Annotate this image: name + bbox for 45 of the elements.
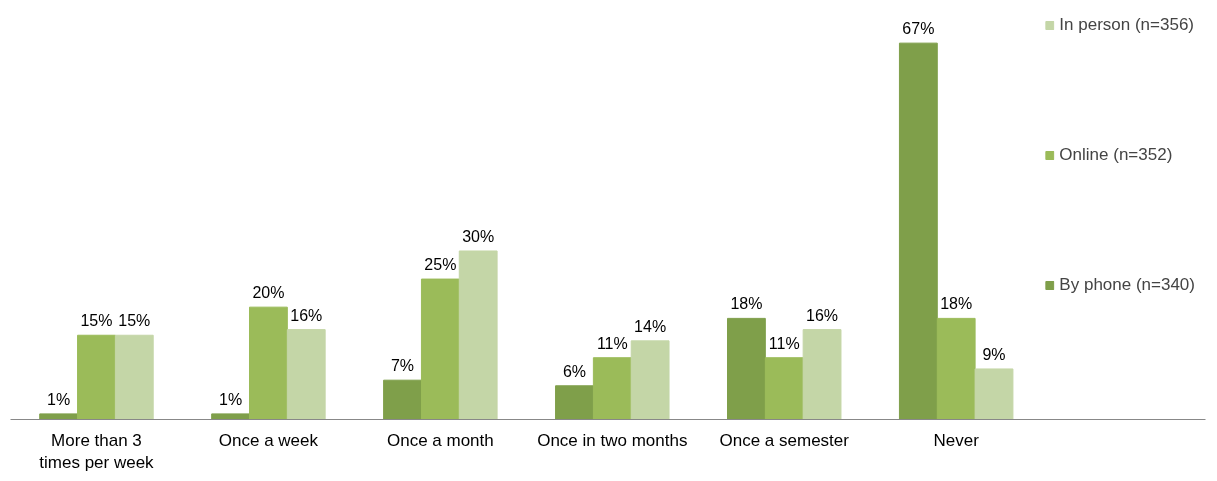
bar <box>114 334 154 420</box>
data-label: 6% <box>562 362 587 380</box>
bar <box>383 379 422 420</box>
bar <box>77 334 116 420</box>
data-label: 14% <box>634 317 667 335</box>
x-tick-label: Once a semester <box>719 430 850 450</box>
data-label: 1% <box>219 390 243 408</box>
bar <box>974 368 1014 420</box>
data-label: 16% <box>806 306 839 324</box>
x-tick-label: Once a month <box>386 430 494 450</box>
data-label: 9% <box>982 345 1006 363</box>
legend-label: In person (n=356) <box>1059 15 1195 35</box>
x-tick-label: Never <box>933 430 980 450</box>
data-label: 25% <box>424 256 457 274</box>
bar <box>458 250 498 420</box>
bar <box>802 329 842 420</box>
x-tick-label: More than 3 times per week <box>39 430 155 473</box>
data-label: 30% <box>462 227 495 245</box>
bar <box>555 385 594 420</box>
data-label: 1% <box>47 390 71 408</box>
data-label: 18% <box>940 295 973 313</box>
x-tick-label: Once a week <box>218 430 319 450</box>
bar <box>630 340 670 420</box>
data-label: 15% <box>118 312 151 330</box>
bar <box>898 42 938 420</box>
legend-label: Online (n=352) <box>1059 145 1173 165</box>
bar <box>936 317 976 420</box>
data-label: 16% <box>290 306 323 324</box>
x-tick-label: Once in two months <box>537 430 688 450</box>
data-label: 67% <box>902 20 935 38</box>
legend-label: By phone (n=340) <box>1059 275 1195 295</box>
bar <box>286 329 326 420</box>
bar <box>727 317 766 420</box>
data-label: 11% <box>768 334 800 352</box>
bar <box>211 413 250 420</box>
data-label: 11% <box>596 334 628 352</box>
data-label: 15% <box>80 312 113 330</box>
data-label: 18% <box>730 295 763 313</box>
bar <box>420 278 460 420</box>
bar <box>249 306 288 420</box>
bar <box>39 413 79 420</box>
bar <box>592 357 632 420</box>
data-label: 7% <box>390 357 415 375</box>
bar <box>764 357 804 420</box>
data-label: 20% <box>252 284 285 302</box>
